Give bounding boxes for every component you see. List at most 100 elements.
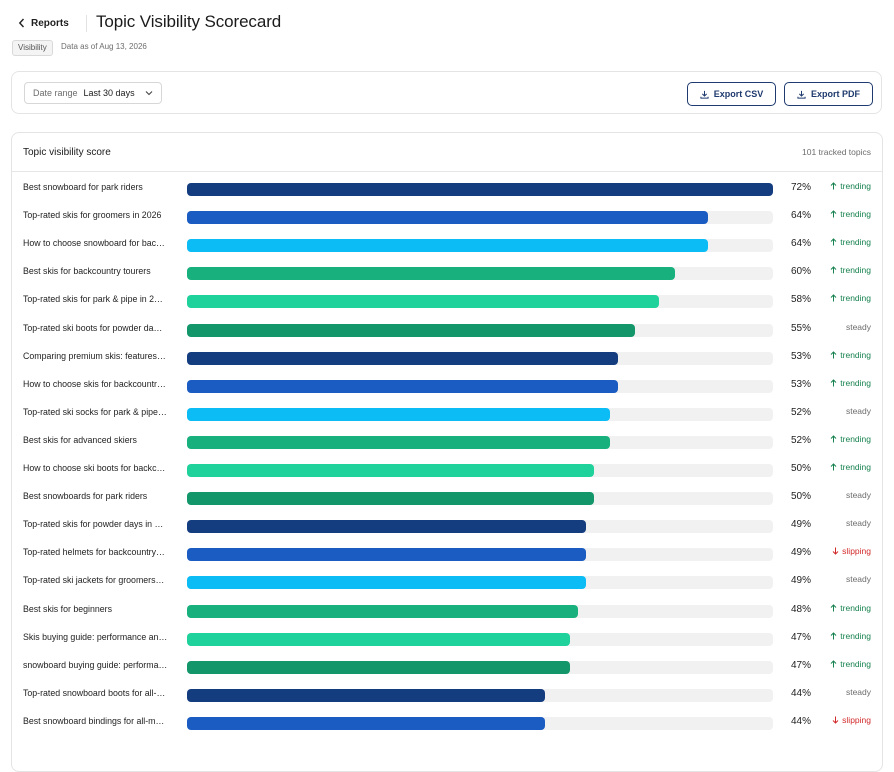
- topic-row[interactable]: Best skis for advanced skiers 52% trending: [12, 428, 882, 456]
- topic-row[interactable]: Best snowboard for park riders 72% trendin…: [12, 175, 882, 203]
- arrow-up-icon: [830, 238, 837, 246]
- score-bar-track: [187, 716, 773, 730]
- score-percent: 44%: [791, 715, 812, 727]
- score-percent: 49%: [791, 575, 812, 587]
- trend-status-label: trending: [840, 602, 871, 613]
- arrow-up-icon: [830, 266, 837, 274]
- trend-status: steady: [846, 518, 871, 528]
- score-bar-track: [187, 604, 773, 618]
- trend-status-label: trending: [840, 265, 871, 276]
- topic-label: Comparing premium skis: features…: [23, 350, 166, 361]
- topic-row[interactable]: Top-rated helmets for backcountry… 49% sli…: [12, 540, 882, 568]
- arrow-up-icon: [830, 659, 837, 668]
- tracked-topics-count: 101 tracked topics: [802, 147, 871, 157]
- score-bar-fill: [187, 632, 570, 646]
- visibility-badge: Visibility: [12, 40, 53, 56]
- topic-label: Top-rated snowboard boots for all-…: [23, 687, 166, 698]
- export-csv-label: Export CSV: [713, 89, 764, 99]
- score-percent: 49%: [791, 547, 812, 559]
- topic-row[interactable]: Top-rated snowboard boots for all-… 44% st…: [12, 681, 882, 709]
- topic-row[interactable]: How to choose ski boots for backc… 50% tre…: [12, 456, 882, 484]
- trend-status-label: steady: [845, 518, 871, 529]
- header-divider: [86, 15, 87, 32]
- trend-status-label: steady: [845, 686, 871, 697]
- score-bar-track: [187, 407, 773, 421]
- date-range-select[interactable]: Date range Last 30 days: [24, 82, 162, 104]
- export-csv-button[interactable]: Export CSV: [687, 82, 776, 106]
- trend-status: trending: [830, 631, 871, 641]
- score-percent: 47%: [791, 659, 812, 671]
- trend-status: trending: [830, 462, 871, 472]
- score-bar-fill: [187, 688, 546, 702]
- score-bar-fill: [187, 267, 676, 281]
- topic-row[interactable]: Top-rated ski socks for park & pipe… 52% s…: [12, 400, 882, 428]
- score-percent: 52%: [791, 406, 812, 418]
- trend-status: trending: [830, 237, 871, 247]
- topic-row[interactable]: Comparing premium skis: features… 53% tren…: [12, 344, 882, 372]
- arrow-up-icon: [830, 603, 837, 612]
- score-percent: 48%: [791, 603, 812, 615]
- arrow-up-icon: [830, 350, 837, 359]
- score-bar-track: [187, 660, 773, 674]
- page-header: Reports Topic Visibility Scorecard Visib…: [0, 0, 894, 62]
- topic-row[interactable]: Top-rated skis for groomers in 2026 64% tr…: [12, 203, 882, 231]
- topic-row[interactable]: Top-rated ski jackets for groomers… 49% st…: [12, 568, 882, 596]
- score-bar-fill: [187, 295, 660, 309]
- topic-label: Top-rated helmets for backcountry…: [23, 547, 165, 558]
- back-to-reports-link[interactable]: Reports: [18, 14, 69, 32]
- topic-row[interactable]: Top-rated skis for powder days in … 49% st…: [12, 512, 882, 540]
- topic-label: Best snowboard for park riders: [23, 182, 143, 192]
- score-percent: 72%: [791, 182, 812, 193]
- score-bar-fill: [187, 407, 611, 421]
- trend-status-label: trending: [840, 377, 871, 388]
- export-pdf-label: Export PDF: [810, 89, 860, 99]
- score-bar-track: [187, 464, 773, 477]
- score-percent: 55%: [791, 322, 812, 334]
- score-bar-track: [187, 379, 773, 393]
- trend-status-label: steady: [845, 574, 871, 585]
- topic-row[interactable]: How to choose snowboard for bac… 64% trend…: [12, 231, 882, 259]
- chevron-down-icon: [145, 91, 152, 96]
- score-percent: 47%: [791, 631, 812, 643]
- trend-status: steady: [846, 687, 871, 697]
- trend-status-label: trending: [840, 209, 871, 220]
- trend-status: trending: [830, 209, 871, 219]
- topic-row[interactable]: Top-rated ski boots for powder da… 55% ste…: [12, 316, 882, 344]
- arrow-up-icon: [830, 631, 837, 640]
- chevron-left-icon: [18, 18, 25, 28]
- topic-label: Best skis for advanced skiers: [23, 434, 137, 445]
- score-percent: 49%: [791, 519, 812, 531]
- trend-status: trending: [830, 293, 871, 303]
- score-percent: 60%: [791, 266, 812, 278]
- topic-row[interactable]: Best snowboards for park riders 50% steady: [12, 484, 882, 512]
- card-header: Topic visibility score 101 tracked topic…: [12, 133, 882, 172]
- arrow-up-icon: [830, 435, 837, 443]
- topic-label: Top-rated ski jackets for groomers…: [23, 575, 165, 586]
- score-bar-fill: [187, 660, 570, 674]
- topic-row[interactable]: Best snowboard bindings for all-m… 44% sli…: [12, 709, 882, 737]
- trend-status: steady: [846, 406, 871, 416]
- topic-row[interactable]: How to choose skis for backcountr… 53% tre…: [12, 372, 882, 400]
- export-pdf-button[interactable]: Export PDF: [784, 82, 873, 106]
- topic-row[interactable]: Best skis for backcountry tourers 60% tren…: [12, 259, 882, 287]
- topic-row[interactable]: Best skis for beginners 48% trending: [12, 597, 882, 625]
- score-percent: 44%: [791, 687, 812, 699]
- trend-status: trending: [830, 181, 871, 191]
- score-bar-fill: [187, 520, 586, 534]
- score-bar-track: [187, 295, 773, 309]
- topic-row[interactable]: Top-rated skis for park & pipe in 2… 58% t…: [12, 287, 882, 315]
- topic-label: Best snowboard bindings for all-m…: [23, 715, 165, 726]
- score-bar-track: [187, 520, 773, 534]
- topic-row[interactable]: Skis buying guide: performance an… 47% tre…: [12, 625, 882, 653]
- arrow-up-icon: [830, 182, 837, 190]
- topic-label: Top-rated ski boots for powder da…: [23, 322, 163, 333]
- score-bar-track: [187, 548, 773, 562]
- trend-status-label: steady: [845, 490, 871, 501]
- topic-row[interactable]: snowboard buying guide: performa… 47% tren…: [12, 653, 882, 681]
- filter-toolbar: Date range Last 30 days Export CSV Expor…: [11, 71, 882, 114]
- trend-status-label: slipping: [842, 714, 871, 725]
- topic-visibility-card: Topic visibility score 101 tracked topic…: [11, 132, 883, 772]
- trend-status-label: trending: [840, 181, 871, 191]
- trend-status: steady: [846, 322, 871, 332]
- trend-status: trending: [830, 434, 871, 444]
